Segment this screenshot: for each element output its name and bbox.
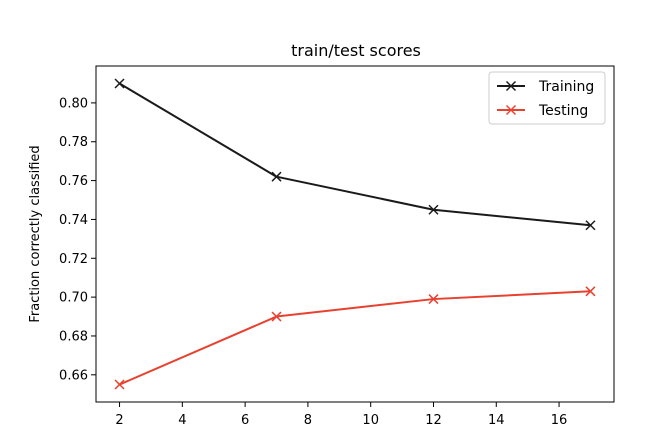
data-point-training xyxy=(271,171,282,182)
legend: Training Testing xyxy=(488,71,606,125)
marker-stroke xyxy=(271,311,282,322)
x-tick-label: 6 xyxy=(241,413,249,428)
y-axis-label: Fraction correctly classified xyxy=(28,145,43,322)
series-line-training xyxy=(119,82,591,227)
legend-marker-training xyxy=(505,80,517,92)
data-point-training xyxy=(585,220,596,231)
legend-label-training: Training xyxy=(538,79,594,95)
y-tick-label: 0.80 xyxy=(59,96,88,111)
marker-stroke xyxy=(114,78,125,89)
marker-stroke xyxy=(428,294,439,305)
data-point-testing xyxy=(428,294,439,305)
y-tick-label: 0.70 xyxy=(59,291,88,306)
marker-stroke xyxy=(114,379,125,390)
x-tick-label: 2 xyxy=(115,413,123,428)
marker-stroke xyxy=(271,171,282,182)
y-tick-label: 0.78 xyxy=(59,135,88,150)
y-tick-label: 0.66 xyxy=(59,368,88,383)
x-tick-label: 12 xyxy=(425,413,442,428)
series-line-testing xyxy=(119,290,591,386)
y-tick-label: 0.72 xyxy=(59,252,88,267)
legend-marker-testing xyxy=(505,104,517,116)
plot-frame xyxy=(95,65,615,403)
data-point-testing xyxy=(585,286,596,297)
legend-label-testing: Testing xyxy=(538,103,588,119)
x-tick-label: 10 xyxy=(362,413,379,428)
y-tick-label: 0.74 xyxy=(59,213,88,228)
marker-stroke xyxy=(585,286,596,297)
x-tick-label: 16 xyxy=(551,413,568,428)
plot-area: 2 4 6 8 10 12 14 16 0.66 0.68 0.70 0.72 0.74 0.76 0.78… xyxy=(59,78,596,428)
data-point-testing xyxy=(114,379,125,390)
y-tick-label: 0.68 xyxy=(59,329,88,344)
marker-stroke xyxy=(428,204,439,215)
chart-title: train/test scores xyxy=(291,41,421,60)
x-tick-label: 8 xyxy=(304,413,312,428)
data-point-testing xyxy=(271,311,282,322)
x-tick-label: 4 xyxy=(178,413,186,428)
data-point-training xyxy=(428,204,439,215)
data-point-training xyxy=(114,78,125,89)
x-tick-label: 14 xyxy=(488,413,505,428)
y-tick-label: 0.76 xyxy=(59,174,88,189)
marker-stroke xyxy=(585,220,596,231)
